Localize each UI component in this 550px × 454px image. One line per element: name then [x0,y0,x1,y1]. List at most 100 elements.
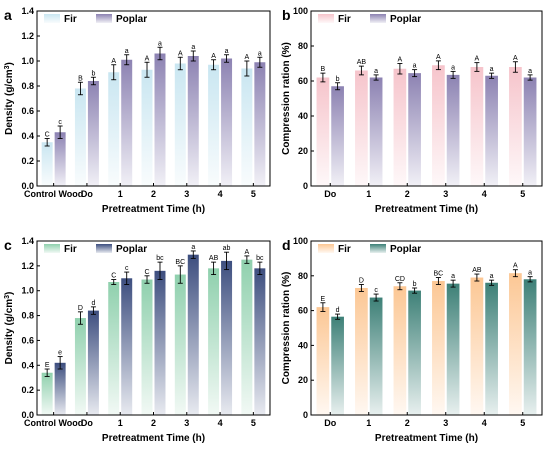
significance-label: d [336,307,340,314]
y-tick-label: 40 [298,111,308,121]
significance-label: BC [434,271,444,278]
y-tick-label: 0 [303,410,308,420]
y-tick-label: 60 [298,76,308,86]
significance-label: B [78,75,83,82]
y-tick-label: 80 [298,41,308,51]
significance-label: a [451,273,455,280]
significance-label: D [359,278,364,285]
bar-poplar [121,59,133,186]
bar-fir [141,279,153,415]
significance-label: C [45,132,50,139]
x-tick-label: 5 [520,418,525,428]
bar-poplar [408,73,421,186]
significance-label: A [178,50,183,57]
y-axis-title-end: ) [4,292,15,295]
significance-label: bc [256,255,264,262]
bar-fir [432,281,445,415]
panel-letter: b [282,7,291,23]
significance-label: A [111,58,116,65]
panel-letter: a [4,7,12,23]
x-tick-label: Do [81,189,93,199]
bar-poplar [446,74,460,186]
significance-label: A [475,56,480,63]
significance-label: CD [395,276,405,283]
bar-fir [470,67,484,186]
x-tick-label: 5 [251,418,256,428]
bar-poplar [331,316,344,415]
plot-frame [310,240,543,416]
y-axis-title: Density (g/cm3) [4,292,16,365]
y-tick-label: 100 [293,6,308,16]
legend-swatch-fir [44,244,60,253]
significance-label: b [413,281,417,288]
significance-label: A [245,54,250,61]
bar-poplar [121,278,133,415]
bar-poplar [221,260,233,415]
bar-poplar [485,75,498,186]
x-tick-label: Do [324,418,336,428]
bar-fir [241,68,253,186]
y-tick-label: 0.6 [21,335,34,345]
x-tick-label: Do [324,189,336,199]
significance-label: C [144,269,149,276]
bar-poplar [446,283,460,415]
significance-label: A [211,53,216,60]
x-tick-label: 1 [366,418,371,428]
significance-label: a [225,48,229,55]
x-tick-label: 3 [443,418,448,428]
significance-label: A [398,57,403,64]
legend-swatch-fir [318,244,334,253]
significance-label: A [513,55,518,62]
y-axis-title: Density (g/cm3) [4,62,16,135]
x-tick-label: 3 [184,189,189,199]
x-axis-title: Pretreatment Time (h) [375,433,478,444]
significance-label: BC [175,259,185,266]
y-tick-label: 0.8 [21,311,34,321]
significance-label: ab [223,245,231,252]
x-tick-label: 2 [151,189,156,199]
significance-label: B [321,66,326,73]
plot-frame [36,10,271,187]
x-tick-label: 5 [251,189,256,199]
x-tick-label: 3 [184,418,189,428]
panel-d: d 0 20 40 60 80 100 Compression ration (%) Ed Do D… [281,236,543,444]
y-tick-label: 0.2 [21,385,34,395]
y-tick-label: 20 [298,375,308,385]
significance-label: a [451,64,455,71]
x-axis-title: Pretreatment Time (h) [375,204,478,215]
bar-fir [41,372,53,415]
bar-fir [355,287,368,415]
y-axis-title: Compression ration (%) [281,272,292,385]
bar-poplar [54,132,66,186]
bar-fir [393,286,407,415]
significance-label: AB [209,255,219,262]
x-tick-label: 1 [118,418,123,428]
x-tick-label: 2 [405,418,410,428]
significance-label: a [191,44,195,51]
significance-label: A [145,55,150,62]
significance-label: c [374,287,378,294]
significance-label: c [58,119,62,126]
bar-fir [470,277,484,415]
y-tick-label: 1.2 [21,261,34,271]
bar-poplar [369,77,383,186]
y-axis-title-text: Compression ration (%) [281,272,292,385]
legend-swatch-fir [44,14,60,23]
significance-label: a [191,244,195,251]
legend-label-poplar: Poplar [390,244,421,255]
significance-label: a [125,48,129,55]
y-tick-label: 0.0 [21,410,34,420]
bar-fir [241,259,253,415]
bar-poplar [485,282,498,415]
y-axis-title: Compression ration (%) [281,42,292,155]
panel-letter: c [4,237,12,253]
significance-label: AB [357,59,367,66]
y-axis-title-end: ) [4,62,15,65]
legend-label-fir: Fir [64,14,77,25]
legend-label-poplar: Poplar [116,244,147,255]
bar-poplar [87,81,99,186]
significance-label: A [436,54,441,61]
bar-fir [509,273,522,415]
significance-label: b [336,76,340,83]
bar-fir [208,64,220,186]
